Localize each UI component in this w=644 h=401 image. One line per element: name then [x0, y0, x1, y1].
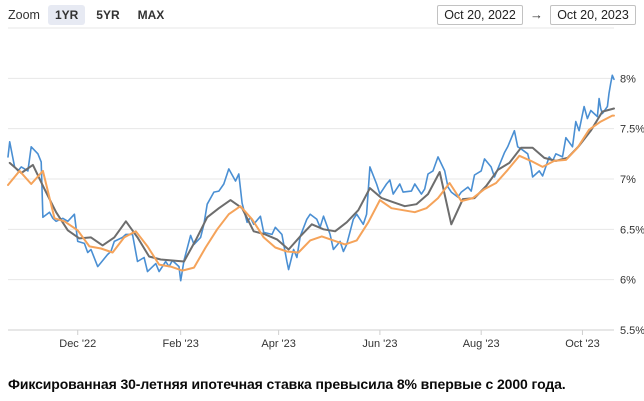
- chart-caption: Фиксированная 30-летняя ипотечная ставка…: [8, 376, 566, 392]
- x-axis-label: Aug '23: [463, 338, 500, 350]
- line-chart-svg: 8% 7.5% 7% 6.5% 6% 5.5% Dec '22 Feb '23 Apr '23 J…: [7, 27, 644, 350]
- y-axis-label: 7%: [620, 174, 636, 186]
- x-axis-label: Jun '23: [362, 338, 397, 350]
- x-axis-label: Apr '23: [261, 338, 296, 350]
- series-gray-weekly-survey-line: [8, 107, 615, 263]
- x-axis-label: Oct '23: [565, 338, 600, 350]
- zoom-5yr-button[interactable]: 5YR: [89, 5, 126, 25]
- zoom-max-button[interactable]: MAX: [131, 5, 172, 25]
- date-from-input[interactable]: [437, 4, 523, 25]
- date-to-input[interactable]: [550, 4, 636, 25]
- x-axis-label: Dec '22: [59, 338, 96, 350]
- series-blue-daily-30yr-rate-line: [7, 74, 615, 282]
- zoom-1yr-button[interactable]: 1YR: [47, 4, 86, 25]
- y-axis-label: 6.5%: [620, 224, 644, 236]
- chart-toolbar: Zoom 1YR 5YR MAX →: [0, 0, 644, 26]
- zoom-label: Zoom: [8, 7, 40, 22]
- series-orange-weekly-survey-line: [7, 114, 615, 272]
- x-axis-label: Feb '23: [162, 338, 198, 350]
- line-chart-plot-area[interactable]: 8% 7.5% 7% 6.5% 6% 5.5% Dec '22 Feb '23 Apr '23 J…: [0, 26, 644, 360]
- y-axis-label: 7.5%: [620, 124, 644, 136]
- date-range-controls: →: [437, 4, 636, 25]
- y-axis-label: 5.5%: [620, 325, 644, 337]
- y-axis-label: 6%: [620, 275, 636, 287]
- date-range-arrow-icon: →: [530, 7, 543, 22]
- y-axis-label: 8%: [620, 73, 636, 85]
